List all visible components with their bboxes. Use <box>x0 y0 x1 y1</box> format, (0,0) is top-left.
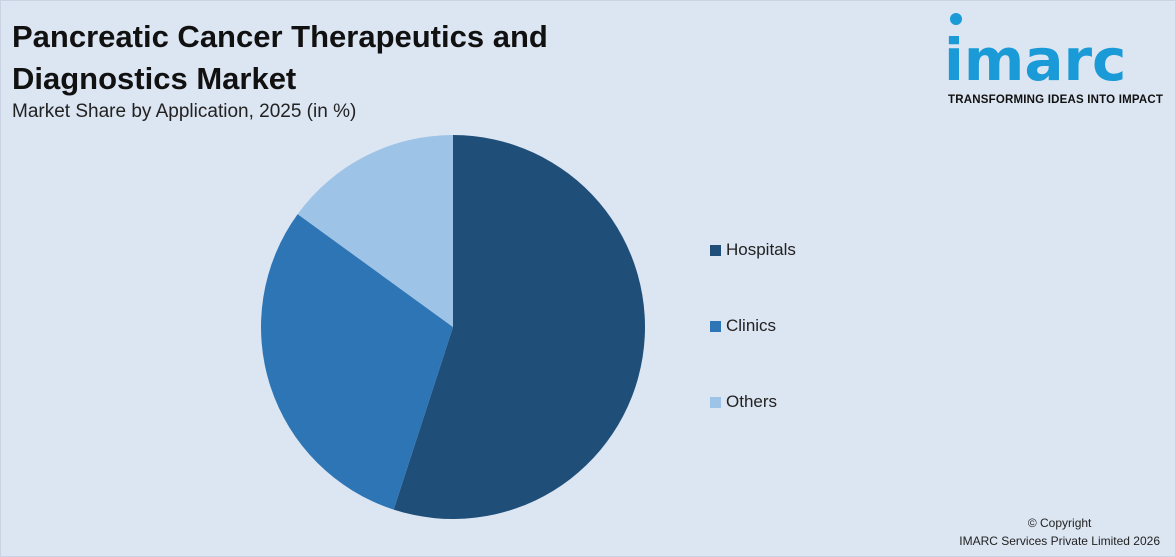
legend-item-hospitals: Hospitals <box>710 236 796 264</box>
legend-item-others: Others <box>710 388 796 416</box>
pie-slice-hospitals <box>393 135 645 519</box>
legend: Hospitals Clinics Others <box>710 236 796 464</box>
legend-swatch <box>710 396 721 408</box>
copyright-notice: © Copyright IMARC Services Private Limit… <box>959 514 1160 550</box>
logo-wordmark: imarc <box>944 26 1127 94</box>
copyright-line: © Copyright <box>1027 516 1092 530</box>
pie-slice-others <box>297 135 453 327</box>
imarc-logo: imarc TRANSFORMING IDEAS INTO IMPACT <box>944 10 1170 110</box>
legend-swatch <box>710 320 721 332</box>
pie-slice-clinics <box>261 214 453 510</box>
legend-label: Hospitals <box>726 240 796 259</box>
chart-subtitle: Market Share by Application, 2025 (in %) <box>12 101 357 122</box>
logo-dot-icon <box>950 13 962 25</box>
logo-tagline: TRANSFORMING IDEAS INTO IMPACT <box>948 94 1164 106</box>
legend-swatch <box>710 244 721 256</box>
chart-title: Pancreatic Cancer Therapeutics and Diagn… <box>12 19 548 96</box>
copyright-company: IMARC Services Private Limited 2026 <box>959 534 1160 548</box>
legend-label: Others <box>726 392 778 411</box>
legend-item-clinics: Clinics <box>710 312 796 340</box>
legend-label: Clinics <box>726 316 777 335</box>
